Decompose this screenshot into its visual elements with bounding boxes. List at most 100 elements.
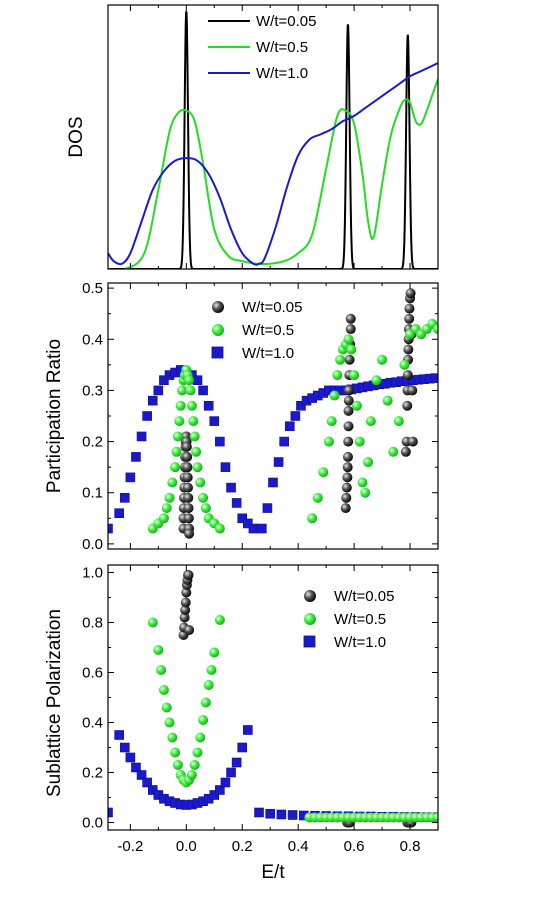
data-point-sphere [182, 472, 193, 483]
data-point-sphere [158, 685, 169, 695]
data-point-sphere [164, 492, 175, 503]
data-point-sphere [183, 503, 194, 514]
data-point-square [265, 808, 276, 819]
data-point-sphere [206, 665, 217, 675]
data-point-sphere [343, 405, 354, 416]
sp-y-tick-label: 1.0 [82, 565, 103, 582]
data-point-square [243, 518, 253, 529]
sp-legend: W/t=0.05 W/t=0.5 W/t=1.0 [303, 588, 394, 651]
data-point-sphere [342, 472, 353, 483]
data-point-square [262, 503, 273, 513]
data-point-sphere [343, 395, 354, 406]
sp-y-tick-label: 0.2 [82, 765, 103, 782]
data-point-sphere [182, 462, 193, 473]
legend-label-w10: W/t=1.0 [256, 65, 308, 82]
data-point-sphere [183, 570, 194, 580]
data-point-square [159, 375, 169, 385]
data-point-sphere [214, 615, 225, 625]
dos-panel: DOS W/t=0.05 W/t=0.5 W/t=1.0 [66, 4, 439, 270]
data-point-sphere [186, 400, 197, 411]
sp-legend-marker-w10 [303, 635, 316, 648]
data-point-sphere [147, 617, 158, 628]
pr-y-tick-label: 0.1 [82, 485, 103, 502]
data-point-square [108, 807, 113, 818]
data-point-square [153, 385, 164, 396]
data-point-sphere [403, 344, 414, 355]
data-point-sphere [182, 482, 193, 493]
data-point-square [215, 785, 225, 795]
data-point-sphere [342, 462, 353, 473]
pr-y-tick-label: 0.5 [82, 280, 103, 297]
data-point-square [147, 395, 158, 406]
sp-y-axis-title: Sublattice Polarization [44, 609, 65, 797]
data-point-square [142, 777, 152, 788]
data-point-square [279, 436, 289, 447]
data-point-sphere [156, 665, 167, 675]
data-point-sphere [357, 477, 368, 488]
data-point-sphere [161, 702, 172, 713]
data-point-square [198, 385, 208, 396]
pr-y-axis-title: Participation Ratio [44, 339, 65, 493]
data-point-sphere [371, 375, 382, 386]
data-point-sphere [382, 395, 393, 406]
data-point-sphere [405, 288, 416, 299]
data-point-sphere [186, 770, 197, 780]
data-point-square [125, 752, 136, 763]
data-point-sphere [433, 324, 438, 335]
data-point-square [284, 421, 295, 432]
data-point-square [287, 810, 298, 820]
pr-legend: W/t=0.05 W/t=0.5 W/t=1.0 [211, 299, 302, 362]
data-point-square [119, 493, 130, 503]
sp-y-tick-label: 0.6 [82, 665, 103, 682]
data-point-square [114, 508, 124, 518]
data-point-sphere [323, 436, 334, 447]
data-point-sphere [164, 717, 175, 728]
data-point-sphere [153, 645, 164, 655]
data-point-sphere [179, 612, 190, 623]
pr-y-tick-label: 0.4 [82, 331, 103, 348]
data-point-sphere [184, 375, 195, 386]
x-tick-label: 0.2 [232, 838, 253, 855]
pr-legend-label-w10: W/t=1.0 [242, 345, 294, 362]
data-point-sphere [191, 446, 202, 457]
data-point-sphere [388, 446, 399, 457]
x-tick-label: 0.8 [400, 838, 421, 855]
pr-ticks: 0.0 0.1 0.2 0.3 0.4 0.5 [82, 280, 438, 553]
data-point-sphere [433, 812, 438, 823]
data-point-square [231, 498, 242, 508]
data-point-sphere [393, 416, 404, 427]
data-point-sphere [189, 760, 200, 770]
data-point-sphere [181, 587, 192, 598]
data-point-sphere [200, 697, 211, 708]
data-point-sphere [181, 441, 192, 452]
sp-y-tick-label: 0.4 [82, 715, 103, 732]
data-point-square [119, 742, 130, 753]
data-point-sphere [183, 513, 194, 524]
data-point-sphere [195, 477, 206, 488]
data-point-sphere [343, 421, 354, 432]
data-point-sphere [198, 492, 209, 503]
data-point-sphere [177, 385, 188, 396]
data-point-sphere [360, 487, 371, 498]
x-axis-title: E/t [261, 862, 285, 883]
data-point-square [203, 400, 214, 411]
dos-legend: W/t=0.05 W/t=0.5 W/t=1.0 [208, 13, 316, 82]
data-point-square [296, 400, 306, 411]
data-point-sphere [184, 625, 195, 635]
data-point-sphere [167, 477, 178, 488]
data-point-sphere [172, 760, 183, 770]
data-point-sphere [170, 747, 181, 758]
data-point-sphere [341, 482, 352, 493]
data-point-sphere [192, 747, 203, 758]
data-point-square [108, 523, 113, 534]
data-point-square [147, 785, 158, 795]
pr-y-tick-label: 0.3 [82, 382, 103, 399]
sp-legend-label-w005: W/t=0.05 [334, 588, 394, 605]
data-point-sphere [161, 503, 172, 514]
data-point-square [276, 809, 287, 820]
data-point-square [268, 477, 278, 488]
data-point-sphere [183, 492, 194, 503]
data-point-sphere [407, 436, 418, 447]
pr-legend-marker-w05 [212, 324, 224, 336]
